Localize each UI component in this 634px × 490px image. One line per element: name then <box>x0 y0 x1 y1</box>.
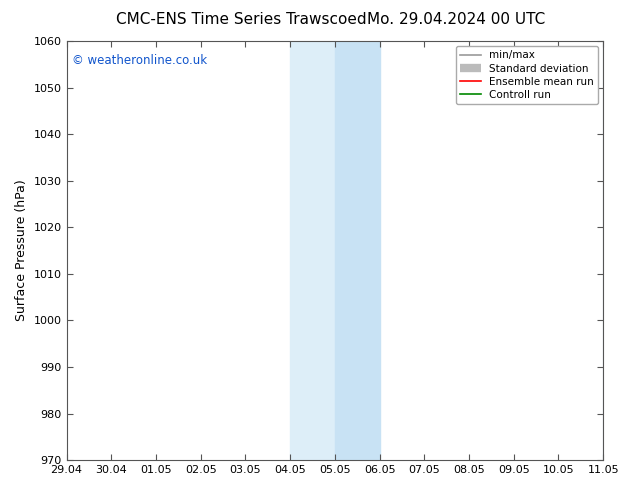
Y-axis label: Surface Pressure (hPa): Surface Pressure (hPa) <box>15 180 28 321</box>
Text: © weatheronline.co.uk: © weatheronline.co.uk <box>72 53 207 67</box>
Legend: min/max, Standard deviation, Ensemble mean run, Controll run: min/max, Standard deviation, Ensemble me… <box>456 46 598 104</box>
Text: CMC-ENS Time Series Trawscoed: CMC-ENS Time Series Trawscoed <box>115 12 366 27</box>
Bar <box>335 41 380 460</box>
Text: Mo. 29.04.2024 00 UTC: Mo. 29.04.2024 00 UTC <box>367 12 546 27</box>
Bar <box>603 41 634 460</box>
Bar <box>290 41 335 460</box>
